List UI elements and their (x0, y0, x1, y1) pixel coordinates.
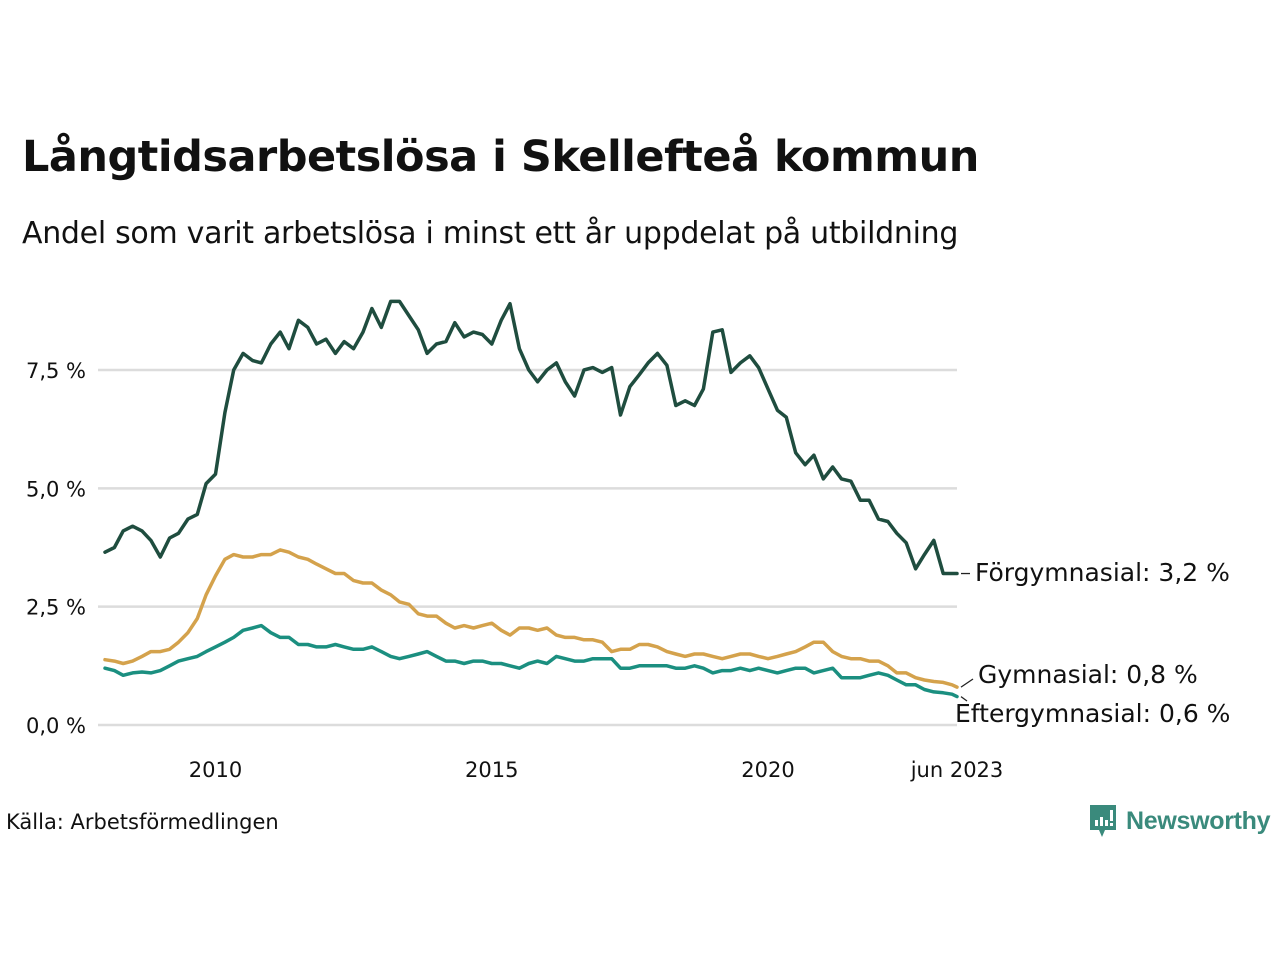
end-labels: Förgymnasial: 3,2 % Gymnasial: 0,8 % Efter… (955, 558, 1230, 728)
x-tick-label: 2010 (189, 758, 242, 782)
series-line-eftergymnasial (103, 623, 959, 699)
gridlines (98, 368, 957, 727)
chart-subtitle: Andel som varit arbetslösa i minst ett å… (22, 216, 959, 251)
x-tick-label: jun 2023 (910, 758, 1004, 782)
y-tick-label: 5,0 % (26, 477, 86, 501)
y-tick-label: 0,0 % (26, 714, 86, 738)
series-lines (103, 299, 959, 699)
line-chart: 0,0 % 2,5 % 5,0 % 7,5 % 2010 2015 2020 jun 202… (26, 299, 1230, 782)
chart-title: Långtidsarbetslösa i Skellefteå kommun (22, 132, 979, 182)
brand-logo[interactable]: Newsworthy (1088, 803, 1271, 839)
newsworthy-logo-icon (1090, 805, 1116, 837)
y-tick-label: 7,5 % (26, 359, 86, 383)
y-tick-label: 2,5 % (26, 596, 86, 620)
end-label-gymnasial: Gymnasial: 0,8 % (978, 660, 1198, 689)
series-line-förgymnasial (103, 299, 959, 576)
source-note: Källa: Arbetsförmedlingen (6, 810, 279, 834)
leader-line (960, 678, 974, 688)
end-label-förgymnasial: Förgymnasial: 3,2 % (975, 558, 1230, 587)
series-line-gymnasial (103, 548, 959, 689)
brand-name: Newsworthy (1126, 806, 1271, 835)
leader-line (960, 696, 968, 702)
end-label-eftergymnasial: Eftergymnasial: 0,6 % (955, 699, 1230, 728)
x-axis-ticks: 2010 2015 2020 jun 2023 (189, 758, 1004, 782)
y-axis-ticks: 0,0 % 2,5 % 5,0 % 7,5 % (26, 359, 86, 738)
x-tick-label: 2020 (741, 758, 794, 782)
x-tick-label: 2015 (465, 758, 518, 782)
